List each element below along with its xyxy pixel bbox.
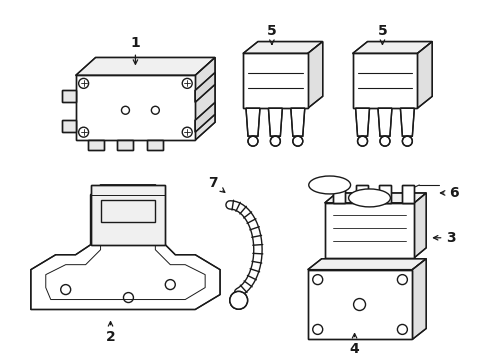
Bar (243, 54, 307, 108)
Bar (87, 140, 103, 150)
Polygon shape (402, 185, 413, 203)
Circle shape (402, 136, 411, 146)
Text: 1: 1 (130, 36, 140, 64)
Polygon shape (378, 185, 390, 203)
Polygon shape (377, 108, 391, 136)
Polygon shape (307, 259, 426, 270)
Bar (76, 75, 195, 140)
Bar (147, 140, 163, 150)
Text: 5: 5 (377, 23, 386, 44)
Text: 4: 4 (349, 334, 359, 356)
Bar (352, 54, 416, 108)
Bar (61, 120, 76, 132)
Bar (117, 140, 133, 150)
Text: 7: 7 (208, 176, 224, 192)
Text: 2: 2 (105, 321, 115, 345)
Polygon shape (355, 108, 369, 136)
Polygon shape (195, 72, 215, 102)
Bar (87, 140, 103, 150)
Polygon shape (268, 108, 282, 136)
Bar (324, 203, 413, 258)
Polygon shape (324, 193, 426, 203)
Circle shape (292, 136, 302, 146)
Circle shape (379, 136, 389, 146)
Polygon shape (332, 185, 344, 203)
Circle shape (270, 136, 280, 146)
Circle shape (247, 136, 258, 146)
Polygon shape (245, 108, 260, 136)
Bar (147, 140, 163, 150)
Text: 6: 6 (440, 186, 458, 200)
Circle shape (229, 291, 247, 309)
Polygon shape (195, 102, 215, 132)
Bar (117, 140, 133, 150)
Bar (61, 120, 76, 132)
Polygon shape (195, 58, 215, 140)
Polygon shape (400, 108, 413, 136)
Polygon shape (290, 108, 304, 136)
Bar (76, 75, 195, 140)
Circle shape (357, 136, 367, 146)
Bar (352, 54, 416, 108)
Polygon shape (307, 41, 322, 108)
Bar (324, 203, 413, 258)
Ellipse shape (308, 176, 350, 194)
Bar (307, 270, 411, 339)
Bar (243, 54, 307, 108)
Polygon shape (90, 185, 165, 245)
Polygon shape (243, 41, 322, 54)
Polygon shape (352, 41, 431, 54)
Bar (61, 90, 76, 102)
Bar (61, 90, 76, 102)
Polygon shape (355, 185, 367, 203)
Bar (307, 270, 411, 339)
Text: 5: 5 (266, 23, 276, 44)
Polygon shape (31, 185, 220, 310)
Polygon shape (416, 41, 431, 108)
Ellipse shape (348, 189, 389, 207)
Bar (101, 200, 155, 222)
Text: 3: 3 (432, 231, 455, 245)
Polygon shape (76, 58, 215, 75)
Polygon shape (413, 193, 426, 258)
Polygon shape (411, 259, 426, 339)
